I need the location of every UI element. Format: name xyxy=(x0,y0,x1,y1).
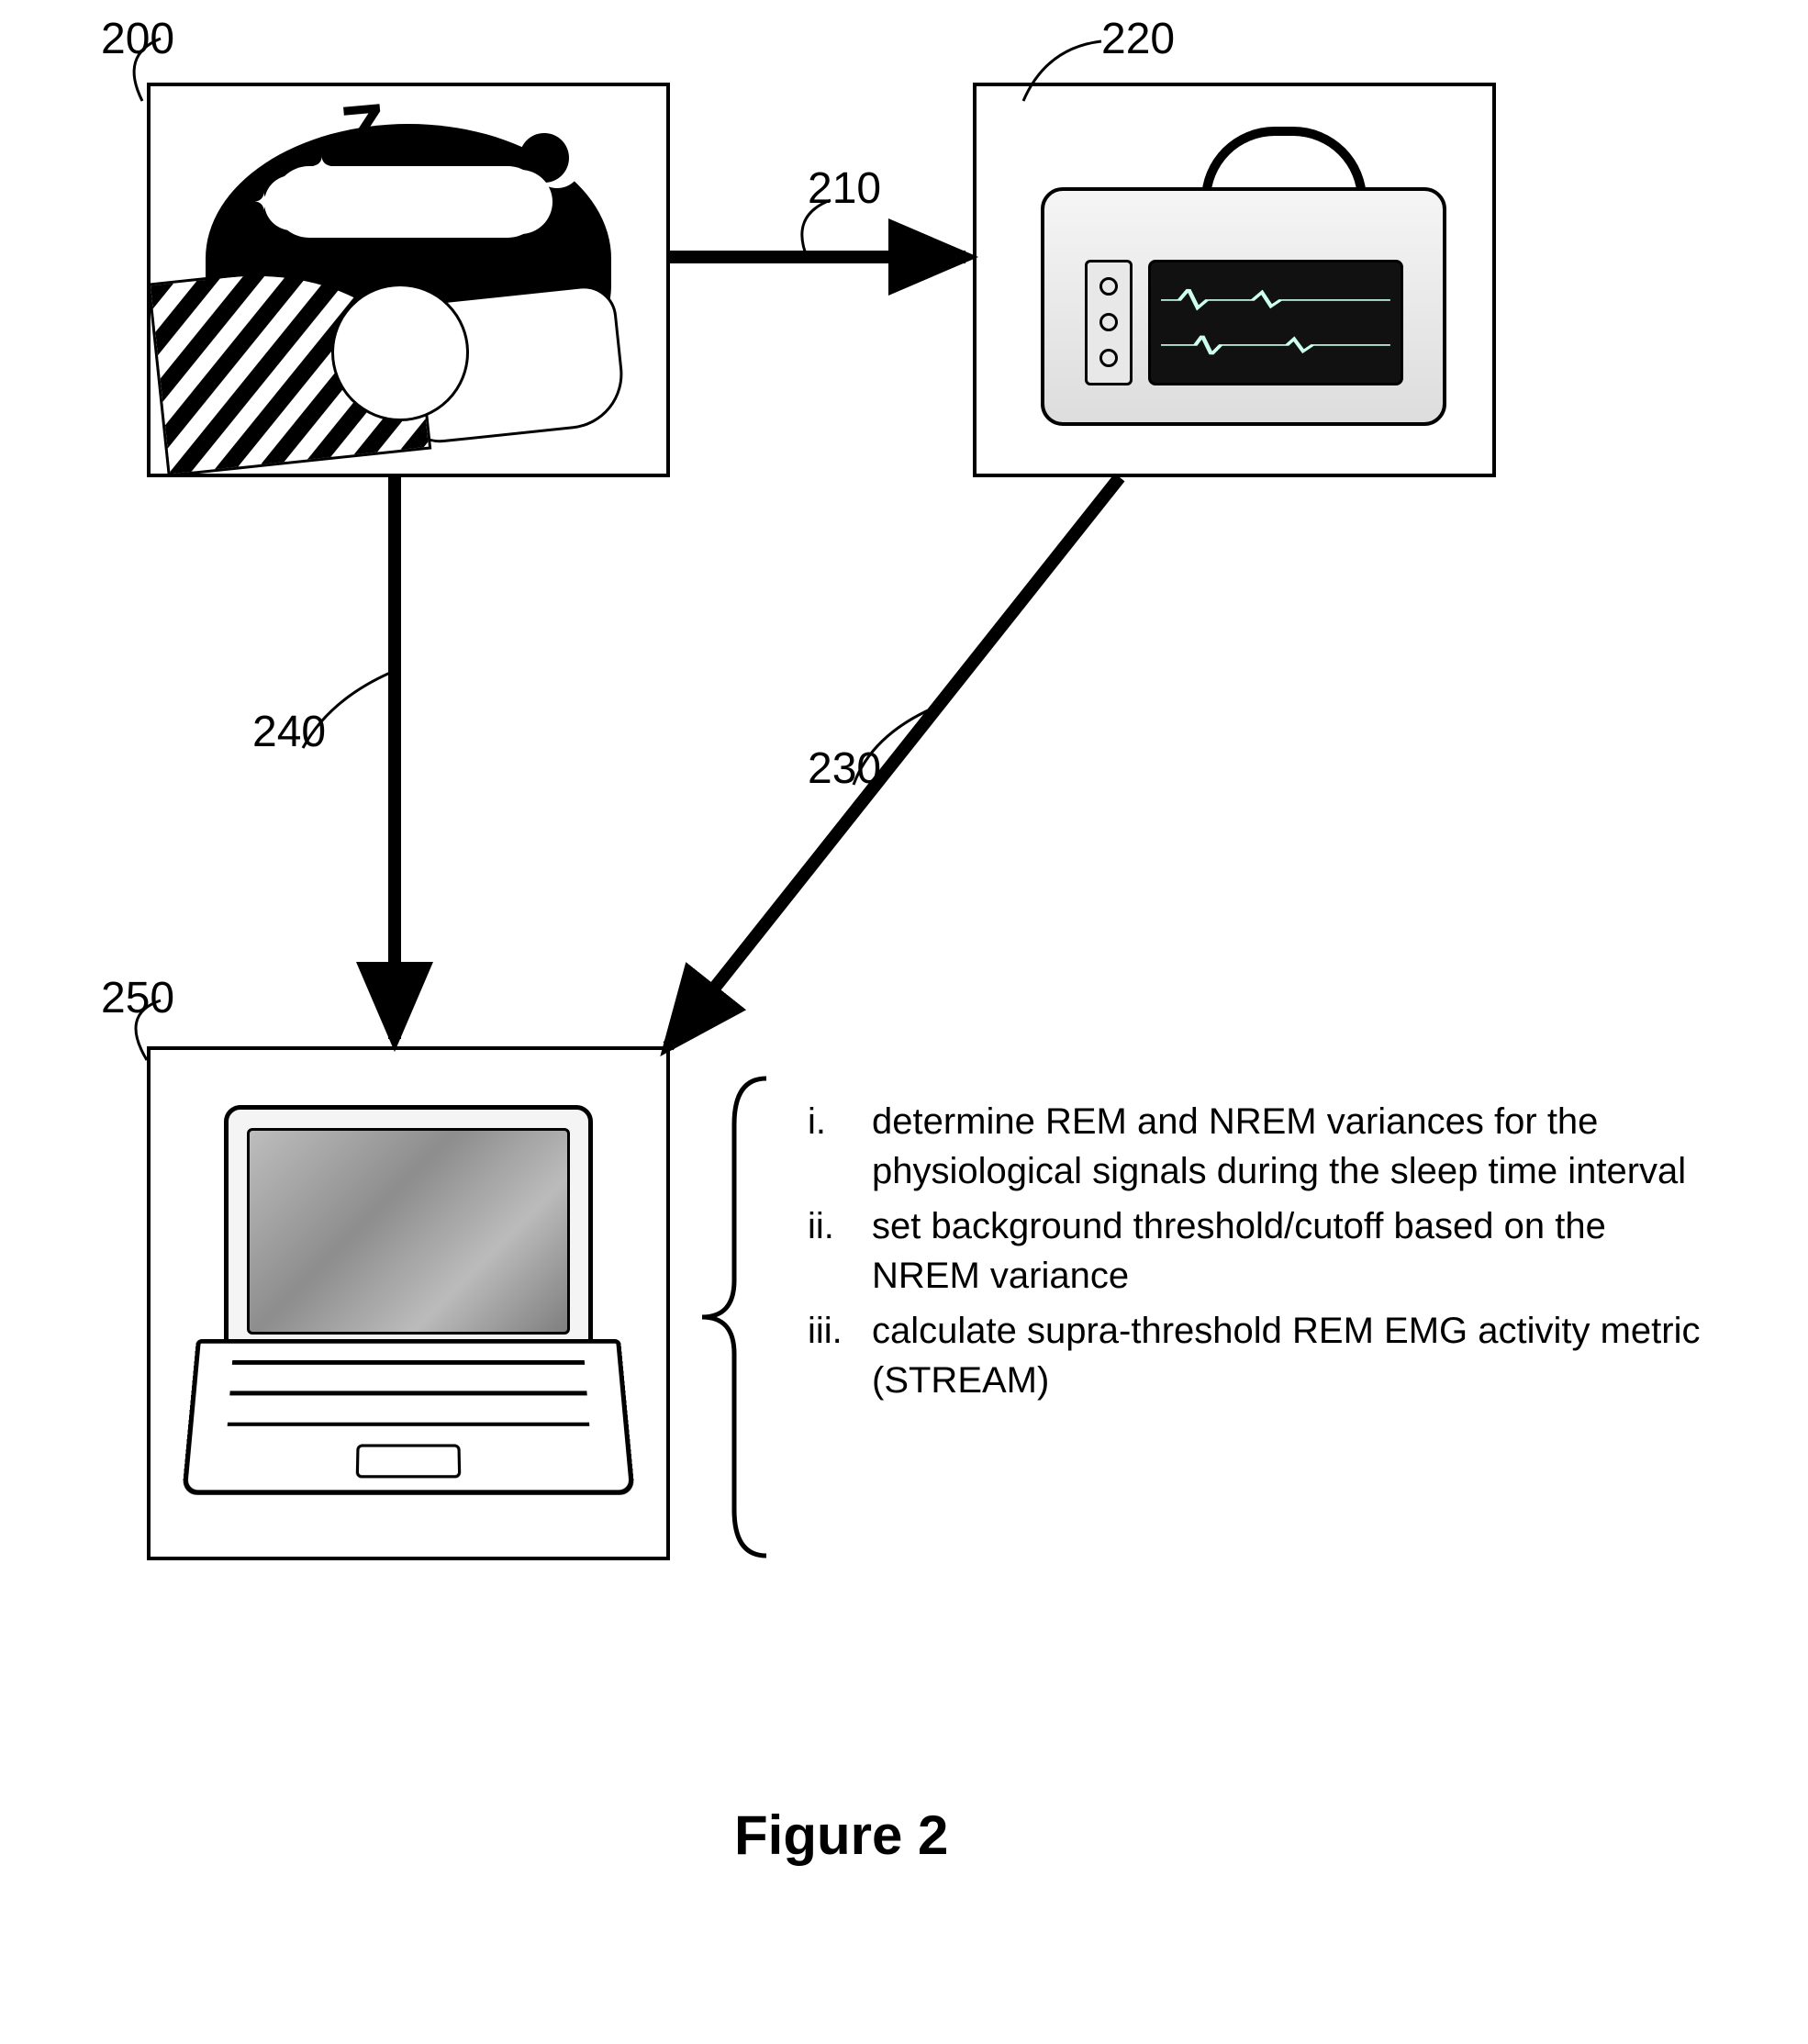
monitor-illustration xyxy=(1004,114,1465,446)
ref-230: 230 xyxy=(808,743,881,794)
step-ii: ii. set background threshold/cutoff base… xyxy=(808,1201,1707,1301)
step-i-text: determine REM and NREM variances for the… xyxy=(872,1097,1707,1196)
box-laptop-computer xyxy=(147,1046,670,1560)
curly-brace xyxy=(702,1078,766,1556)
ref-240: 240 xyxy=(252,707,326,757)
ref-210: 210 xyxy=(808,163,881,214)
box-sleeping-subject: ✦ ✦ ✦ Z xyxy=(147,83,670,477)
step-iii-text: calculate supra-threshold REM EMG activi… xyxy=(872,1306,1707,1405)
step-i-num: i. xyxy=(808,1097,872,1196)
laptop-illustration xyxy=(178,1078,639,1529)
ref-250: 250 xyxy=(101,973,174,1023)
step-i: i. determine REM and NREM variances for … xyxy=(808,1097,1707,1196)
processing-steps: i. determine REM and NREM variances for … xyxy=(808,1097,1707,1411)
diagram-canvas: ✦ ✦ ✦ Z xyxy=(0,0,1808,2044)
arrow-230 xyxy=(668,477,1120,1046)
ref-200: 200 xyxy=(101,14,174,64)
step-ii-num: ii. xyxy=(808,1201,872,1301)
figure-title: Figure 2 xyxy=(734,1804,948,1867)
ref-220: 220 xyxy=(1101,14,1175,64)
step-iii-num: iii. xyxy=(808,1306,872,1405)
step-iii: iii. calculate supra-threshold REM EMG a… xyxy=(808,1306,1707,1405)
step-ii-text: set background threshold/cutoff based on… xyxy=(872,1201,1707,1301)
box-monitor-device xyxy=(973,83,1496,477)
sleeping-illustration: ✦ ✦ ✦ Z xyxy=(167,103,650,457)
